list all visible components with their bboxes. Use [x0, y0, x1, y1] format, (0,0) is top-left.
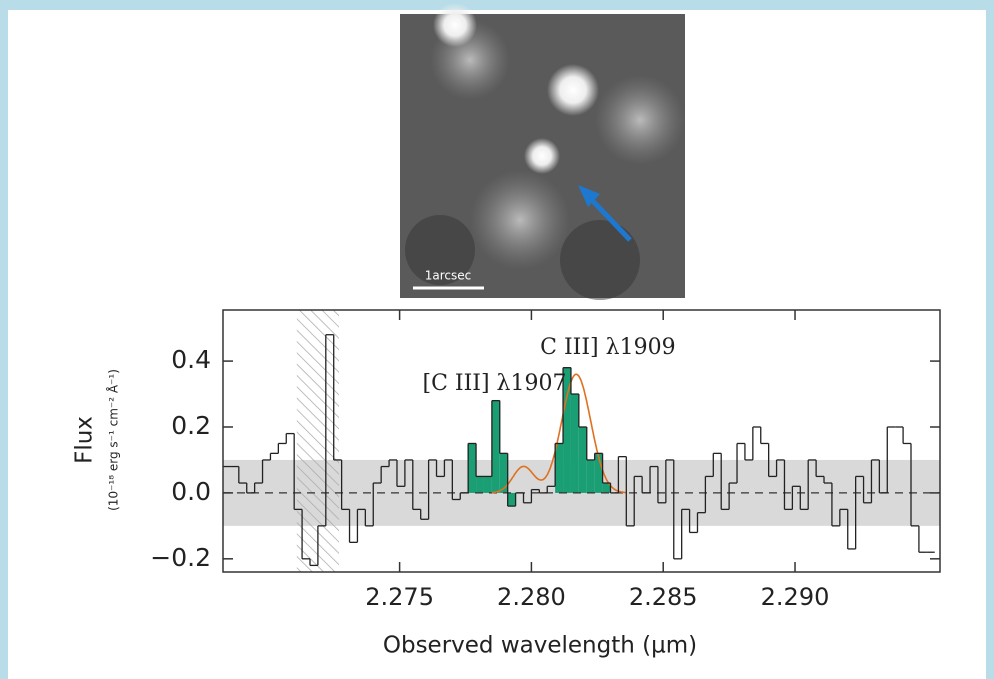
line-fill [468, 443, 477, 493]
line-fill [602, 483, 611, 493]
line-fill [491, 400, 500, 493]
line-fill [586, 459, 595, 493]
x-tick-label: 2.275 [365, 583, 434, 611]
x-axis-label: Observed wavelength (µm) [383, 633, 697, 659]
plot-area [223, 310, 940, 572]
line-fill [594, 453, 603, 493]
line-annotation: C III] λ1909 [540, 335, 675, 360]
fit-curve [491, 373, 627, 494]
scale-bar-label: 1arcsec [425, 269, 472, 283]
y-axis-label: Flux [72, 416, 98, 464]
x-tick-label: 2.285 [629, 583, 698, 611]
plot-frame [222, 309, 941, 573]
line-fill [483, 476, 492, 493]
x-tick-label: 2.280 [497, 583, 566, 611]
y-tick-label: 0.0 [171, 477, 211, 506]
x-tick-label: 2.290 [761, 583, 830, 611]
y-tick-label: −0.2 [150, 543, 211, 572]
line-fill [476, 476, 484, 493]
line-fill [499, 453, 508, 493]
line-annotation: [C III] λ1907 [423, 371, 567, 396]
line-fill [507, 492, 516, 507]
y-tick-label: 0.2 [171, 411, 211, 440]
line-fill [570, 394, 579, 493]
y-axis-units: (10⁻¹⁸ erg s⁻¹ cm⁻² Å⁻¹) [106, 369, 121, 511]
line-fill [578, 426, 587, 493]
line-fill [555, 443, 564, 493]
sky-image: 1arcsec [400, 3, 685, 300]
line-fill [563, 367, 571, 493]
y-tick-label: 0.4 [171, 345, 211, 374]
